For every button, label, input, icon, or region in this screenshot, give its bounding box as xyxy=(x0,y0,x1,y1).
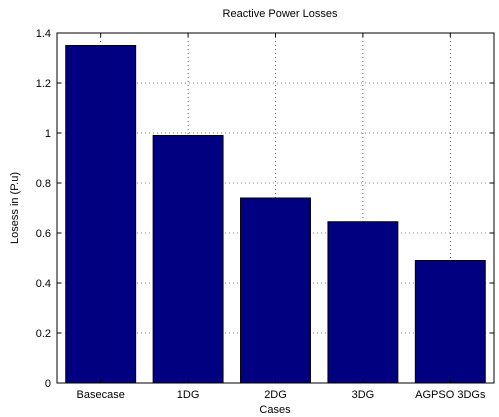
bars xyxy=(65,45,486,384)
y-tick-label: 0.6 xyxy=(36,228,51,240)
x-tick-label: 2DG xyxy=(264,389,287,401)
y-tick-label: 1 xyxy=(45,128,51,140)
y-tick-label: 1.2 xyxy=(36,78,51,90)
bar-1dg xyxy=(152,135,224,384)
y-tick-label: 0.8 xyxy=(36,178,51,190)
y-tick-label: 0.4 xyxy=(36,278,51,290)
y-tick-label: 0 xyxy=(45,378,51,390)
bar-agpso-3dgs xyxy=(414,260,486,384)
y-tick-label: 1.4 xyxy=(36,28,51,40)
x-tick-label: 1DG xyxy=(177,389,200,401)
x-tick-label: Basecase xyxy=(77,389,125,401)
chart-title: Reactive Power Losses xyxy=(223,8,338,20)
x-axis-label: Cases xyxy=(259,404,291,416)
y-tick-label: 0.2 xyxy=(36,328,51,340)
x-ticks: Basecase 1DG 2DG 3DG AGPSO 3DGs xyxy=(77,33,486,401)
x-tick-label: AGPSO 3DGs xyxy=(415,389,486,401)
bar-basecase xyxy=(65,45,137,384)
y-ticks: 0 0.2 0.4 0.6 0.8 1 1.2 1.4 xyxy=(36,28,494,390)
bar-2dg xyxy=(240,197,311,384)
y-axis-label: Losess in (P.u) xyxy=(9,172,21,244)
x-tick-label: 3DG xyxy=(352,389,375,401)
bar-3dg xyxy=(327,221,399,384)
